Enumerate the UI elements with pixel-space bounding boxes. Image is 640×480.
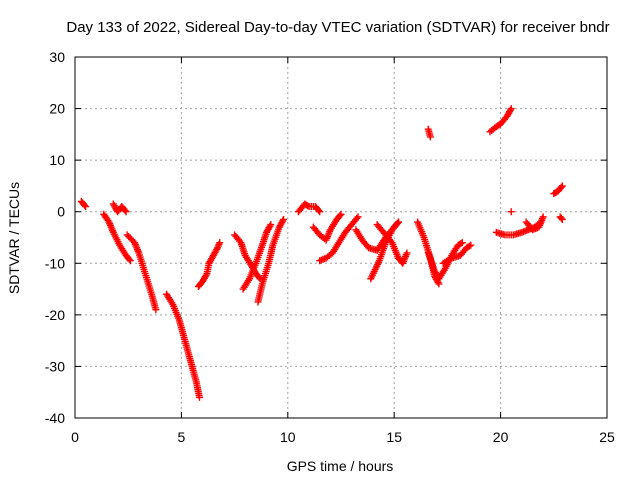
data-point [126,257,134,265]
data-point [280,215,288,223]
data-point [507,208,515,216]
data-point [403,249,411,257]
y-tick-label: 10 [49,152,65,168]
data-point [507,105,515,113]
x-tick-label: 15 [386,429,402,445]
data-point [81,201,89,209]
y-axis-label: SDTVAR / TECUs [6,182,22,294]
data-point [316,208,324,216]
data-point [336,212,344,220]
data-point [458,239,466,247]
data-point [266,222,274,230]
data-point [202,271,210,279]
data-point [539,213,547,221]
y-tick-label: -20 [45,307,65,323]
data-point [467,241,475,249]
y-tick-label: 20 [49,101,65,117]
data-point [195,393,203,401]
data-point [125,255,133,263]
data-point [337,210,345,218]
data-point [426,133,434,141]
data-point [557,214,565,222]
y-tick-label: 30 [49,49,65,65]
x-tick-label: 0 [71,429,79,445]
data-point [558,182,566,190]
chart-title: Day 133 of 2022, Sidereal Day-to-day VTE… [66,19,609,36]
data-point [457,240,465,248]
x-tick-label: 10 [280,429,296,445]
data-point [216,239,224,247]
y-tick-label: -30 [45,358,65,374]
data-point [558,215,566,223]
x-axis-label: GPS time / hours [287,458,394,474]
data-point [213,245,221,253]
data-point [465,242,473,250]
data-point [506,106,514,114]
plot-frame [74,56,608,419]
x-tick-label: 20 [493,429,509,445]
data-point [304,202,312,210]
data-point [279,217,287,225]
data-point [394,218,402,226]
y-tick-label: -40 [45,410,65,426]
y-tick-label: 0 [57,204,65,220]
data-point [82,203,90,211]
data-point [121,206,129,214]
data-point [122,208,130,216]
x-tick-label: 25 [599,429,615,445]
y-tick-label: -10 [45,255,65,271]
data-point [152,306,160,314]
data-point [557,183,565,191]
x-tick-label: 5 [178,429,186,445]
data-point [354,213,362,221]
data-point [267,221,275,229]
data-point [393,220,401,228]
data-point [353,214,361,222]
data-point [315,206,323,214]
data-points [77,105,566,401]
